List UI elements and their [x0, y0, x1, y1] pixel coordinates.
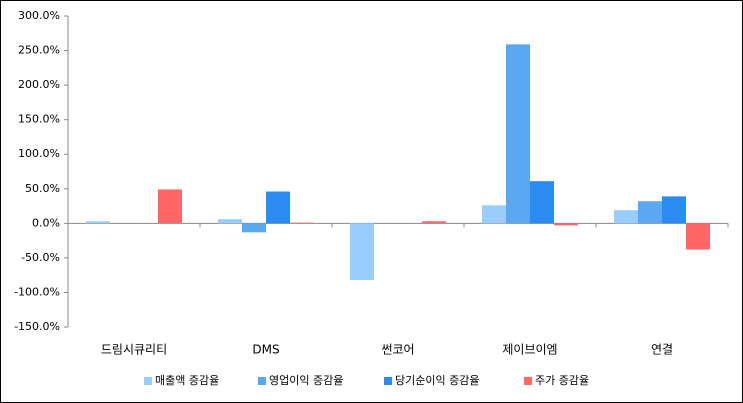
y-tick-label: 300.0%: [18, 9, 60, 22]
x-tick-label: 썬코어: [381, 343, 414, 357]
x-tick-label: DMS: [252, 343, 279, 357]
bar: [86, 221, 110, 224]
legend-swatch: [258, 377, 266, 385]
y-tick-label: 0.0%: [32, 216, 60, 229]
bar: [158, 189, 182, 224]
bar: [350, 223, 374, 281]
bar: [242, 223, 266, 233]
bar: [218, 219, 242, 224]
x-tick-label: 제이브이엠: [502, 343, 557, 357]
bar: [614, 210, 638, 224]
x-tick-label: 드림시큐리티: [101, 343, 167, 357]
legend-label: 당기순이익 증감율: [395, 374, 479, 387]
y-tick-label: 100.0%: [18, 147, 60, 160]
legend-swatch: [524, 377, 532, 385]
bar: [686, 223, 710, 250]
legend-label: 주가 증감율: [535, 374, 589, 387]
y-tick-label: 200.0%: [18, 78, 60, 91]
x-tick-label: 연결: [651, 343, 673, 357]
bar: [266, 191, 290, 224]
legend-swatch: [144, 377, 152, 385]
y-tick-label: -100.0%: [14, 285, 60, 298]
bar: [554, 223, 578, 226]
y-tick-label: 250.0%: [18, 44, 60, 57]
bar: [290, 222, 314, 224]
y-tick-label: -150.0%: [14, 320, 60, 333]
bar: [482, 205, 506, 224]
y-tick-label: -50.0%: [21, 251, 60, 264]
legend-label: 매출액 증감율: [155, 374, 219, 387]
bar: [662, 196, 686, 224]
bar: [638, 201, 662, 224]
bar: [506, 44, 530, 224]
y-tick-label: 150.0%: [18, 113, 60, 126]
y-tick-label: 50.0%: [25, 182, 60, 195]
legend-swatch: [384, 377, 392, 385]
legend-label: 영업이익 증감율: [269, 374, 343, 387]
bar: [422, 221, 446, 224]
bar: [530, 181, 554, 224]
